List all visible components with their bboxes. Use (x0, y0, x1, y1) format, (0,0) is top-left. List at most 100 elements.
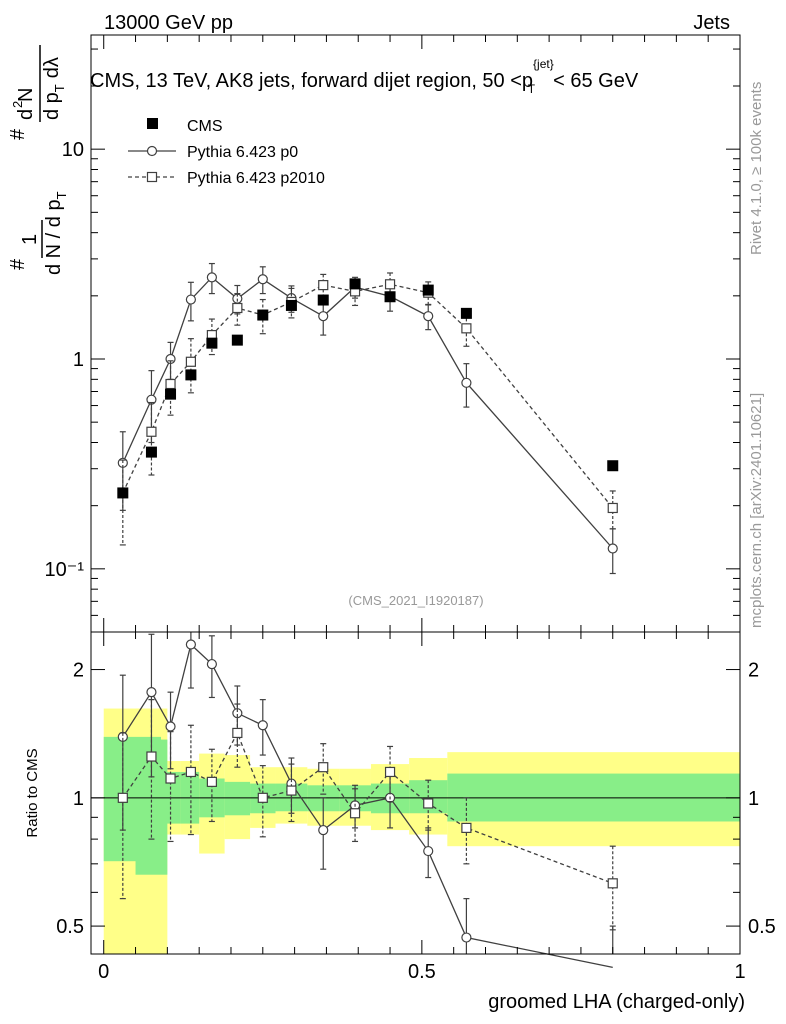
header-left: 13000 GeV pp (104, 12, 233, 34)
series-p2010-ratio-point (206, 776, 217, 787)
cms-data-point (384, 291, 396, 303)
svg-text:#: # (7, 258, 29, 270)
series-p0-ratio-point (206, 658, 217, 670)
series-p2010-ratio-point (384, 766, 396, 778)
series-p2010-point (232, 302, 243, 314)
main-series (117, 262, 619, 575)
series-p0-line (122, 276, 614, 549)
main-title-sub: T (528, 82, 536, 96)
series-p2010-ratio-point (461, 822, 472, 833)
series-p2010-point (384, 279, 396, 290)
legend: CMS Pythia 6.423 p0 Pythia 6.423 p2010 (128, 118, 325, 187)
mcplots-label: mcplots.cern.ch [arXiv:2401.10621] (748, 393, 765, 628)
series-p2010-ratio-point (232, 727, 243, 739)
svg-text:#: # (7, 128, 29, 140)
legend-p2010-label: Pythia 6.423 p2010 (187, 170, 325, 187)
main-y-tick-label: 10⁻¹ (45, 559, 85, 581)
main-title: CMS, 13 TeV, AK8 jets, forward dijet reg… (90, 57, 639, 96)
legend-cms-label: CMS (187, 118, 223, 135)
series-p2010-point (185, 356, 196, 367)
main-y-tick-label: 10 (62, 139, 84, 161)
cms-data-point (145, 446, 157, 458)
main-title-sup: {jet} (533, 57, 554, 71)
series-p2010-ratio-point (423, 798, 434, 809)
legend-p0-marker (146, 145, 158, 157)
ratio-y-tick-label-right: 2 (748, 660, 759, 682)
series-p0-ratio-point (257, 720, 268, 731)
svg-text:2: 2 (10, 101, 25, 108)
cms-data-point (349, 278, 361, 290)
header-right: Jets (693, 12, 730, 34)
cms-data-point (231, 334, 243, 346)
series-p2010-point (146, 426, 157, 437)
main-ylabel: # 1 d N / d pT # d 2 N d pTdλ (7, 45, 69, 275)
ratio-frame (90, 631, 741, 955)
x-tick-label: 0.5 (408, 961, 436, 983)
series-p0-ratio-point (146, 687, 157, 698)
ratio-y-tick-label-left: 0.5 (56, 916, 84, 938)
series-p0-point (423, 311, 434, 322)
cms-data-point (607, 460, 619, 472)
cms-data-point (285, 299, 297, 311)
series-p2010-point (607, 502, 618, 514)
series-p0-ratio-point (461, 932, 472, 943)
cms-data-point (257, 309, 269, 321)
x-tick-label: 1 (734, 961, 745, 983)
ratio-ticks: 0 0.5 1 0.5 0.5 1 1 2 2 (56, 632, 776, 983)
rivet-label: Rivet 4.1.0, ≥ 100k events (748, 82, 765, 255)
cms-data-point (422, 284, 434, 296)
series-p0-point (185, 294, 196, 305)
analysis-tag: (CMS_2021_I1920187) (348, 593, 483, 608)
series-p0-point (257, 274, 268, 285)
x-axis-label: groomed LHA (charged-only) (488, 991, 745, 1013)
cms-data-point (165, 388, 177, 400)
main-title-suffix: < 65 GeV (553, 70, 639, 92)
series-p0-ratio-line (122, 643, 613, 969)
series-p0-point (318, 311, 329, 322)
series-p0-ratio-point (318, 824, 329, 836)
series-p0-ratio-point (185, 639, 196, 650)
ratio-y-tick-label-left: 1 (73, 788, 84, 810)
series-p2010-line (122, 283, 614, 509)
series-p2010-ratio-line (122, 731, 613, 884)
series-p2010-ratio-point (146, 751, 157, 762)
main-title-prefix: CMS, 13 TeV, AK8 jets, forward dijet reg… (90, 70, 533, 92)
svg-text:d N / d pT: d N / d pT (43, 191, 69, 275)
series-p2010-ratio-point (607, 878, 618, 889)
legend-p0-label: Pythia 6.423 p0 (187, 144, 298, 161)
svg-text:1: 1 (19, 234, 41, 245)
series-p0-point (607, 543, 618, 554)
ratio-ylabel: Ratio to CMS (24, 748, 41, 837)
ratio-y-tick-label-right: 1 (748, 788, 759, 810)
series-p2010-ratio-point (349, 808, 361, 819)
cms-data-point (460, 307, 472, 319)
band-stat-5 (224, 781, 251, 816)
series-p0-ratio-point (232, 708, 243, 719)
legend-p2010-marker (146, 171, 158, 183)
cms-data-point (117, 487, 129, 499)
svg-text:d: d (15, 109, 37, 120)
series-p2010-ratio-point (286, 785, 297, 796)
series-p2010-ratio-point (318, 762, 329, 773)
series-p2010-ratio-point (257, 792, 268, 803)
cms-data-point (185, 369, 197, 381)
series-p0-point (461, 377, 472, 388)
series-p2010-point (318, 279, 329, 291)
ratio-y-tick-label-left: 2 (73, 660, 84, 682)
svg-text:N: N (15, 88, 37, 102)
ratio-series (91, 632, 740, 969)
series-p0-point (206, 272, 217, 283)
x-tick-label: 0 (98, 961, 109, 983)
series-p2010-point (165, 378, 176, 390)
legend-cms-marker (147, 118, 158, 129)
ratio-y-tick-label-right: 0.5 (748, 916, 776, 938)
series-p2010-point (461, 323, 472, 334)
cms-data-point (206, 337, 218, 349)
series-p2010-ratio-point (117, 792, 128, 803)
main-y-tick-label: 1 (73, 349, 84, 371)
series-p0-ratio-point (423, 845, 434, 857)
series-p0-ratio-point (165, 721, 176, 732)
cms-data-point (317, 294, 329, 306)
series-p2010-ratio-point (165, 773, 176, 784)
